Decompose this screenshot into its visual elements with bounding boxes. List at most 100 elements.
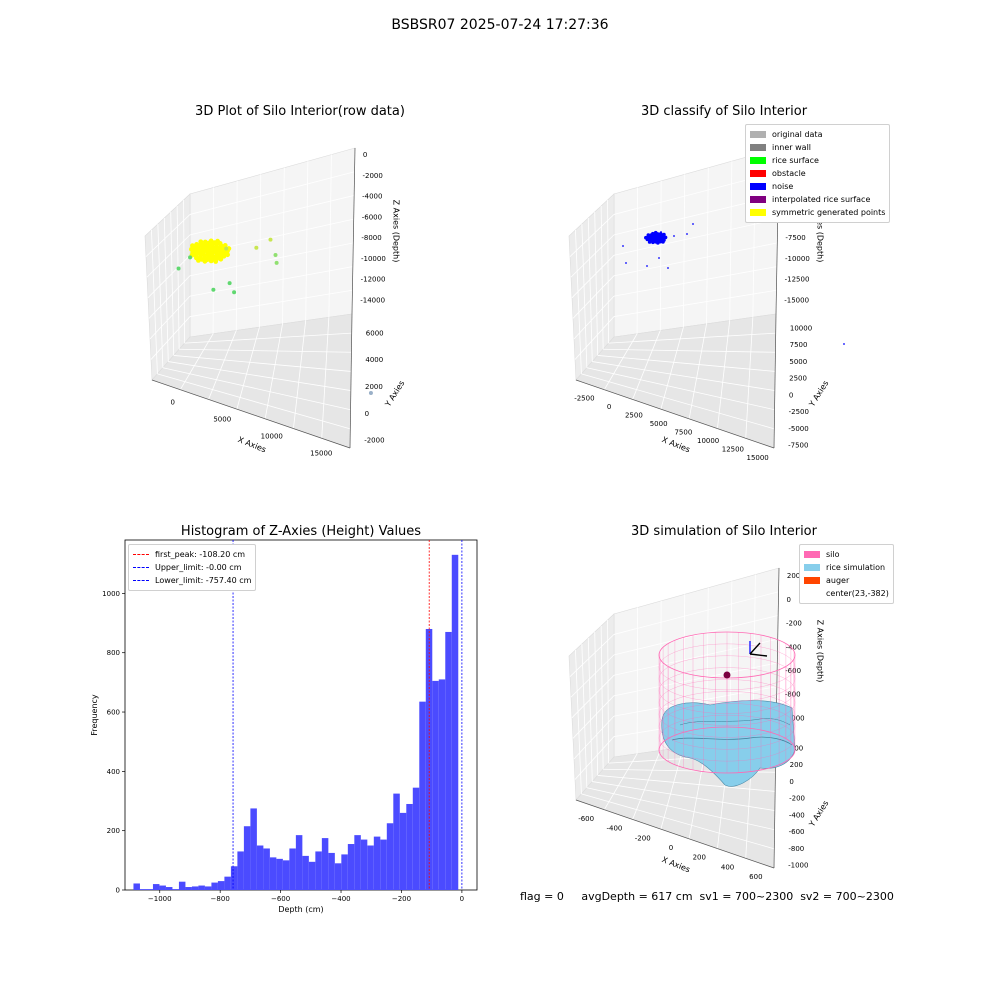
raw-x-tick-label: 0 — [171, 399, 175, 407]
histogram-bar — [237, 851, 244, 890]
raw-grid-line — [170, 211, 175, 356]
classify-legend: original data inner wall rice surface obsta… — [745, 124, 891, 223]
raw-cluster-point — [213, 259, 219, 264]
raw-grid-line — [259, 174, 262, 328]
raw-x-tick-label: 10000 — [261, 433, 283, 441]
histogram-y-tick-label: 800 — [107, 649, 120, 657]
classify-legend-swatch — [750, 131, 766, 138]
simulation-plot-title: 3D simulation of Silo Interior — [631, 524, 817, 539]
simulation-x-tick-label: -400 — [606, 825, 622, 833]
histogram-legend-swatch — [133, 567, 149, 568]
simulation-z-tick-label: -800 — [785, 691, 801, 699]
simulation-legend-item: center(23,-382) — [804, 587, 889, 600]
histogram-x-axis-label: Depth (cm) — [278, 905, 323, 914]
simulation-legend-swatch — [804, 590, 820, 597]
orientation-x-arrow — [749, 642, 761, 655]
raw-plot-title: 3D Plot of Silo Interior(row data) — [195, 104, 405, 119]
raw-y-tick-label: 0 — [365, 410, 369, 418]
classify-grid-line — [570, 234, 615, 278]
raw-data-point — [274, 260, 279, 265]
simulation-grid-line — [581, 643, 588, 788]
simulation-y-tick-label: -800 — [788, 845, 804, 853]
raw-x-tick-label: 5000 — [213, 416, 231, 424]
raw-grid-line — [264, 323, 283, 419]
classify-legend-swatch — [750, 157, 766, 164]
classify-grid-line — [613, 266, 777, 297]
raw-cluster-point — [189, 246, 194, 252]
raw-grid-line — [282, 167, 285, 324]
classify-grid-line — [597, 355, 776, 372]
simulation-z-tick-label: -600 — [785, 667, 801, 675]
histogram-bar — [133, 883, 140, 890]
classify-y-tick-label: 10000 — [790, 324, 812, 332]
classify-plot-title: 3D classify of Silo Interior — [640, 104, 808, 119]
simulation-grid-line — [574, 736, 615, 780]
raw-grid-line — [162, 367, 351, 411]
raw-grid-line — [145, 214, 191, 257]
classify-grid-line — [594, 211, 599, 356]
histogram-x-tick-label: −200 — [392, 895, 411, 903]
classify-legend-swatch — [750, 196, 766, 203]
classify-grid-line — [587, 217, 593, 362]
classify-grid-line — [592, 361, 775, 391]
histogram-bar — [438, 679, 446, 890]
raw-data-point — [188, 255, 193, 260]
raw-grid-line — [189, 195, 355, 236]
classify-noise-point — [658, 232, 663, 236]
classify-legend-label: symmetric generated points — [772, 208, 886, 217]
classify-legend-item: original data — [750, 128, 885, 141]
classify-noise-point — [647, 240, 652, 244]
simulation-grid-line — [592, 781, 775, 811]
classify-x-axis-label: X Axies — [661, 435, 692, 454]
simulation-grid-line — [659, 600, 662, 751]
simulation-legend-label: silo — [826, 550, 840, 559]
histogram-bar — [367, 845, 374, 890]
raw-z-axis-label: Z Axies (Depth) — [392, 200, 401, 263]
classify-noise-point — [651, 240, 655, 245]
classify-y-tick-label: 0 — [789, 391, 793, 399]
histogram-bar — [373, 836, 381, 890]
classify-grid-line — [575, 229, 582, 374]
classify-x-tick-label: 7500 — [674, 428, 692, 436]
histogram-bar — [152, 884, 160, 890]
histogram-legend-item: Lower_limit: -757.40 cm — [133, 574, 251, 587]
raw-grid-line — [150, 316, 191, 360]
simulation-grid-line — [597, 775, 776, 792]
histogram-bar — [315, 851, 322, 890]
raw-grid-line — [208, 330, 237, 400]
classify-legend-swatch — [750, 144, 766, 151]
histogram-bar — [328, 852, 335, 890]
simulation-grid-line — [660, 747, 684, 830]
raw-grid-line — [157, 373, 351, 430]
raw-data-point — [368, 391, 373, 396]
classify-z-tick-label: -10000 — [785, 255, 810, 263]
histogram-y-tick-label: 400 — [107, 768, 120, 776]
classify-y-tick-label: -7500 — [788, 442, 808, 450]
classify-grid-line — [613, 218, 778, 256]
simulation-y-tick-label: -200 — [789, 795, 805, 803]
raw-cluster-point — [202, 239, 208, 245]
simulation-grid-line — [607, 619, 609, 764]
simulation-grid-line — [613, 615, 779, 656]
classify-grid-line — [613, 242, 778, 277]
simulation-legend-label: auger — [826, 576, 850, 585]
histogram-bar — [146, 889, 153, 890]
classify-z-tick-label: -7500 — [785, 234, 805, 242]
histogram-bar — [419, 701, 426, 890]
classify-x-tick-label: -2500 — [574, 394, 594, 402]
raw-cluster-point — [194, 242, 199, 247]
raw-grid-line — [189, 266, 353, 297]
classify-noise-point — [843, 343, 845, 345]
histogram-bar — [360, 839, 368, 890]
classify-grid-line — [729, 161, 733, 321]
raw-x-tick-label: 15000 — [310, 450, 332, 458]
classify-legend-item: rice surface — [750, 154, 885, 167]
histogram-bar — [386, 823, 394, 890]
histogram-bar — [354, 835, 361, 890]
raw-z-axis-line — [351, 147, 356, 315]
histogram-legend-label: Lower_limit: -757.40 cm — [155, 576, 252, 585]
classify-y-tick-label: 7500 — [790, 341, 808, 349]
simulation-grid-line — [613, 662, 778, 697]
classify-legend-item: noise — [750, 180, 885, 193]
